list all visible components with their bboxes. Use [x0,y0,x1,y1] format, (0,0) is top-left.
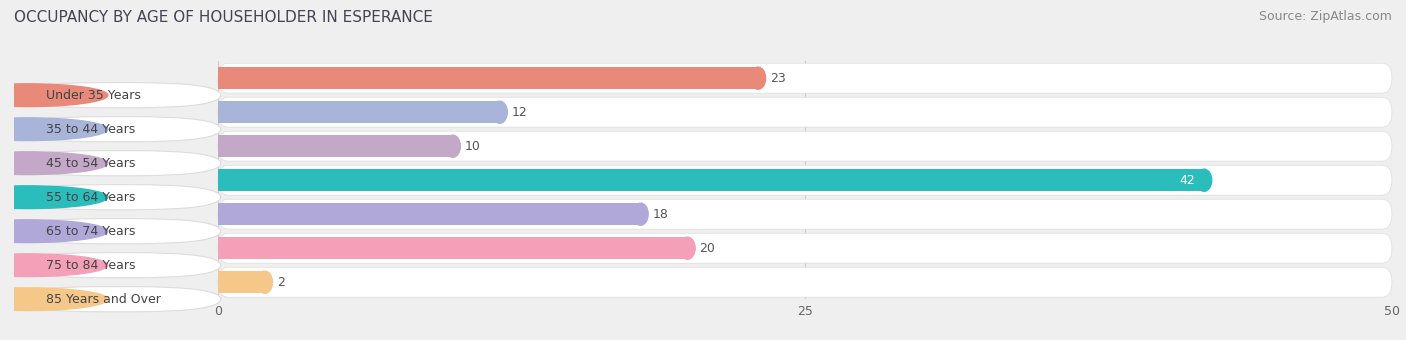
FancyBboxPatch shape [218,199,1392,229]
Text: 65 to 74 Years: 65 to 74 Years [45,225,135,238]
FancyBboxPatch shape [14,151,221,176]
FancyBboxPatch shape [218,165,1392,195]
FancyBboxPatch shape [14,253,221,278]
Bar [218,67,758,89]
Circle shape [633,203,648,225]
Circle shape [0,288,108,310]
Text: Under 35 Years: Under 35 Years [45,89,141,102]
Text: 75 to 84 Years: 75 to 84 Years [45,259,135,272]
Text: 12: 12 [512,106,527,119]
FancyBboxPatch shape [218,131,1392,161]
Text: 18: 18 [652,208,668,221]
FancyBboxPatch shape [218,233,1392,263]
FancyBboxPatch shape [14,117,221,142]
Text: OCCUPANCY BY AGE OF HOUSEHOLDER IN ESPERANCE: OCCUPANCY BY AGE OF HOUSEHOLDER IN ESPER… [14,10,433,25]
Text: 55 to 64 Years: 55 to 64 Years [45,191,135,204]
Text: Source: ZipAtlas.com: Source: ZipAtlas.com [1258,10,1392,23]
FancyBboxPatch shape [14,219,221,244]
Circle shape [0,84,108,106]
Text: 10: 10 [464,140,481,153]
Text: 85 Years and Over: 85 Years and Over [45,293,160,306]
Circle shape [0,152,108,174]
Bar [218,271,264,293]
Text: 45 to 54 Years: 45 to 54 Years [45,157,135,170]
Circle shape [751,67,766,89]
Circle shape [446,135,460,157]
Bar [218,203,641,225]
Circle shape [0,118,108,140]
FancyBboxPatch shape [14,287,221,312]
FancyBboxPatch shape [218,63,1392,93]
FancyBboxPatch shape [218,267,1392,297]
Text: 2: 2 [277,276,284,289]
Bar [218,101,499,123]
FancyBboxPatch shape [14,83,221,108]
Text: 23: 23 [769,72,786,85]
Bar [218,169,1204,191]
Circle shape [1197,169,1212,191]
Circle shape [681,237,695,259]
Circle shape [0,254,108,276]
Text: 20: 20 [699,242,716,255]
Bar [218,135,453,157]
Circle shape [257,271,273,293]
Circle shape [0,186,108,208]
Text: 35 to 44 Years: 35 to 44 Years [45,123,135,136]
Circle shape [492,101,508,123]
Bar [218,237,688,259]
FancyBboxPatch shape [218,97,1392,127]
FancyBboxPatch shape [14,185,221,210]
Circle shape [0,220,108,242]
Text: 42: 42 [1180,174,1195,187]
